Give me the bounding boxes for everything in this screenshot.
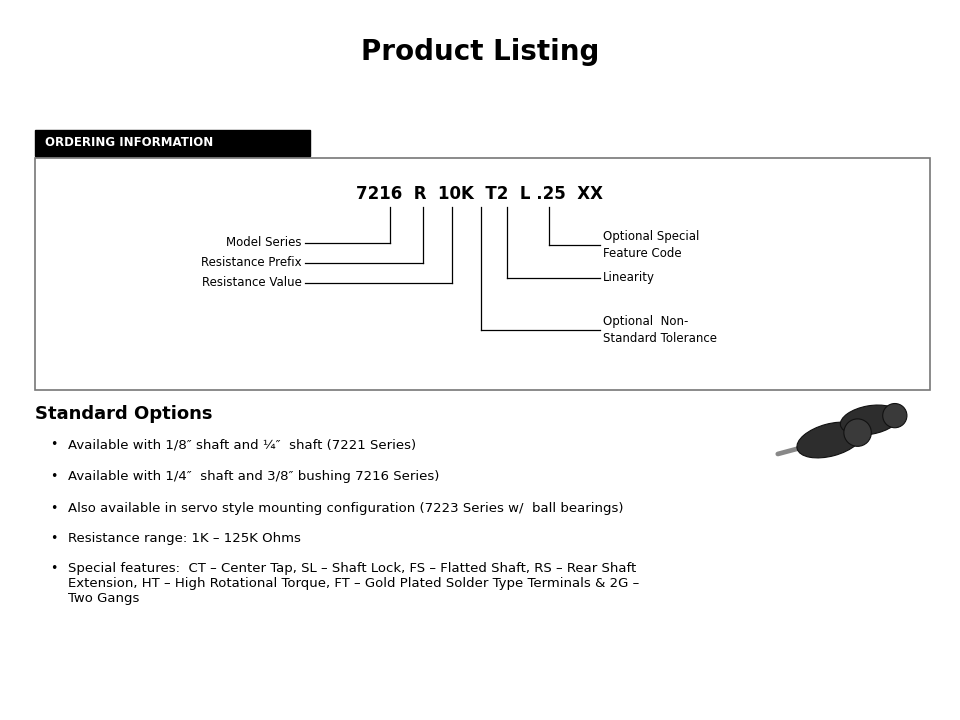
Text: 7216  R  10K  T2  L .25  XX: 7216 R 10K T2 L .25 XX [356,185,604,203]
Ellipse shape [844,419,872,446]
Text: Available with 1/8″ shaft and ¼″  shaft (7221 Series): Available with 1/8″ shaft and ¼″ shaft (… [68,438,416,451]
FancyBboxPatch shape [35,130,310,156]
Text: Product Listing: Product Listing [361,38,599,66]
Text: •: • [50,502,58,515]
Text: Resistance Prefix: Resistance Prefix [202,256,302,269]
Ellipse shape [797,422,863,458]
Text: Optional  Non-
Standard Tolerance: Optional Non- Standard Tolerance [603,315,717,345]
Text: Special features:  CT – Center Tap, SL – Shaft Lock, FS – Flatted Shaft, RS – Re: Special features: CT – Center Tap, SL – … [68,562,639,605]
Text: Optional Special
Feature Code: Optional Special Feature Code [603,230,700,260]
Text: Standard Options: Standard Options [35,405,212,423]
Text: Linearity: Linearity [603,271,655,284]
Text: •: • [50,532,58,545]
Ellipse shape [840,405,900,435]
Ellipse shape [882,403,907,428]
Text: •: • [50,438,58,451]
FancyBboxPatch shape [35,158,930,390]
Text: ORDERING INFORMATION: ORDERING INFORMATION [45,137,213,150]
Text: •: • [50,470,58,483]
Text: Also available in servo style mounting configuration (7223 Series w/  ball beari: Also available in servo style mounting c… [68,502,623,515]
Text: Model Series: Model Series [227,236,302,250]
Text: Available with 1/4″  shaft and 3/8″ bushing 7216 Series): Available with 1/4″ shaft and 3/8″ bushi… [68,470,440,483]
Text: •: • [50,562,58,575]
Text: Resistance Value: Resistance Value [203,276,302,289]
Text: Resistance range: 1K – 125K Ohms: Resistance range: 1K – 125K Ohms [68,532,300,545]
